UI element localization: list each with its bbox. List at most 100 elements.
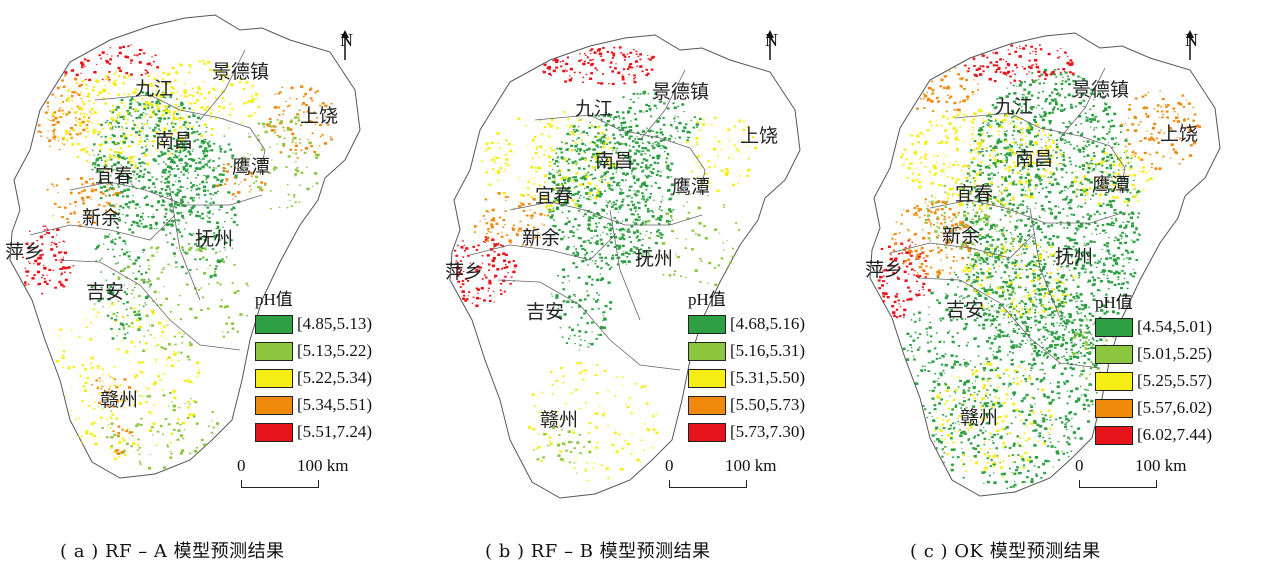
city-label-ganzhou: 赣州 [100, 389, 138, 411]
scale-label: 100 km [1135, 456, 1187, 475]
scale-zero: 0 [665, 456, 674, 475]
legend-item: [5.16,5.31) [688, 339, 805, 363]
city-label-shangrao: 上饶 [300, 105, 338, 127]
city-label-xinyu: 新余 [82, 207, 120, 229]
ph-raster [872, 44, 1202, 490]
ph-raster [16, 44, 334, 470]
district-boundary [469, 234, 616, 261]
legend-swatch [688, 395, 726, 415]
district-boundary [69, 181, 263, 206]
legend-item: [5.51,7.24) [255, 420, 372, 444]
legend-label: [5.16,5.31) [730, 341, 806, 360]
north-arrow-icon [1186, 30, 1194, 60]
district-boundary [929, 199, 1123, 224]
district-boundary [169, 189, 201, 301]
city-label-yingtan: 鹰潭 [672, 176, 710, 198]
legend-label: [5.57,6.02) [1137, 398, 1213, 417]
city-label-fuzhou: 抚州 [635, 248, 673, 270]
city-label-jian: 吉安 [526, 301, 564, 323]
city-label-fuzhou: 抚州 [1055, 246, 1093, 268]
scale-zero: 0 [237, 456, 246, 475]
city-label-jiujiang: 九江 [135, 78, 173, 100]
district-boundary [57, 259, 241, 351]
legend-label: [4.54,5.01) [1137, 317, 1213, 336]
city-label-jingdezhen: 景德镇 [1072, 79, 1129, 101]
legend-item: [5.57,6.02) [1095, 396, 1212, 420]
city-label-shangrao: 上饶 [1160, 123, 1198, 145]
north-arrow: N [340, 30, 353, 60]
city-label-yingtan: 鹰潭 [232, 156, 270, 178]
legend-label: [4.68,5.16) [730, 314, 806, 333]
legend-swatch [1095, 425, 1133, 445]
legend-label: [4.85,5.13) [297, 314, 373, 333]
legend-label: [6.02,7.44) [1137, 425, 1213, 444]
city-label-jingdezhen: 景德镇 [212, 61, 269, 83]
city-label-jingdezhen: 景德镇 [652, 81, 709, 103]
district-boundary [94, 94, 266, 176]
legend-item: [5.34,5.51) [255, 393, 372, 417]
district-boundary [954, 112, 1126, 194]
district-boundary [1029, 207, 1061, 319]
city-label-yingtan: 鹰潭 [1092, 174, 1130, 196]
north-arrow: N [765, 30, 778, 60]
city-label-jiujiang: 九江 [575, 98, 613, 120]
city-label-yichun: 宜春 [535, 185, 573, 207]
legend-label: [5.13,5.22) [297, 341, 373, 360]
scale-zero: 0 [1075, 456, 1084, 475]
legend-item: [5.73,7.30) [688, 420, 805, 444]
legend-label: [5.25,5.57) [1137, 371, 1213, 390]
legend-swatch [688, 422, 726, 442]
city-label-ganzhou: 赣州 [960, 407, 998, 429]
district-boundary [497, 279, 681, 371]
legend-label: [5.01,5.25) [1137, 344, 1213, 363]
legend-label: [5.34,5.51) [297, 395, 373, 414]
panel-caption: ( a ) RF – A 模型预测结果 [60, 541, 285, 562]
legend-item: [5.31,5.50) [688, 366, 805, 390]
legend-item: [6.02,7.44) [1095, 423, 1212, 447]
city-label-pingxiang: 萍乡 [5, 241, 43, 263]
city-label-xinyu: 新余 [522, 227, 560, 249]
legend-title: pH值 [1095, 293, 1133, 312]
legend-label: [5.31,5.50) [730, 368, 806, 387]
legend-swatch [688, 341, 726, 361]
legend-swatch [255, 341, 293, 361]
legend-swatch [1095, 317, 1133, 337]
legend-title: pH值 [688, 290, 726, 309]
district-boundary [534, 114, 706, 196]
district-boundary [509, 201, 703, 226]
panel-caption: ( b ) RF – B 模型预测结果 [485, 541, 711, 562]
district-boundary [889, 232, 1036, 259]
city-label-yichun: 宜春 [95, 165, 133, 187]
ph-raster [453, 46, 758, 482]
city-label-nanchang: 南昌 [1015, 148, 1053, 170]
north-arrow: N [1185, 30, 1198, 60]
city-label-nanchang: 南昌 [155, 130, 193, 152]
legend-swatch [255, 368, 293, 388]
district-boundary [1059, 67, 1106, 139]
legend-item: [4.85,5.13) [255, 312, 372, 336]
panel-caption: ( c ) OK 模型预测结果 [910, 541, 1101, 562]
legend-swatch [688, 368, 726, 388]
city-label-pingxiang: 萍乡 [865, 259, 903, 281]
legend-item: [5.25,5.57) [1095, 369, 1212, 393]
legend-item: [5.13,5.22) [255, 339, 372, 363]
scale-bar [1079, 480, 1157, 488]
city-label-fuzhou: 抚州 [195, 228, 233, 250]
city-label-ganzhou: 赣州 [540, 409, 578, 431]
district-boundary [609, 209, 641, 321]
legend-swatch [1095, 371, 1133, 391]
scale-label: 100 km [297, 456, 349, 475]
city-label-xinyu: 新余 [942, 225, 980, 247]
legend-swatch [1095, 398, 1133, 418]
legend-label: [5.73,7.30) [730, 422, 806, 441]
scale-bar [669, 480, 747, 488]
district-boundary [199, 49, 246, 121]
legend-item: [4.68,5.16) [688, 312, 805, 336]
scale-label: 100 km [725, 456, 777, 475]
district-boundary [639, 69, 686, 141]
north-arrow-icon [341, 30, 349, 60]
